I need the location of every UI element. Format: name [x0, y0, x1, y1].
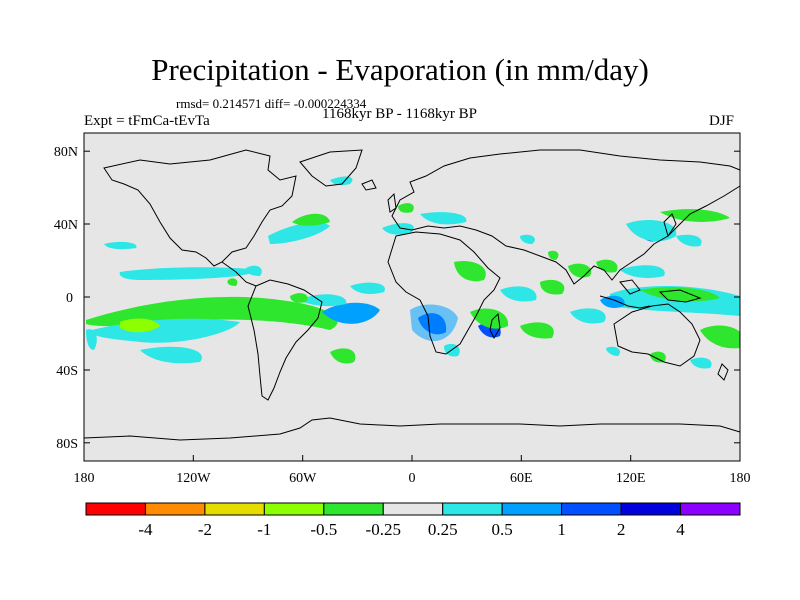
colorbar-swatch: [561, 502, 622, 516]
new-zealand-coast: [717, 363, 729, 381]
precip-patch: [700, 325, 740, 349]
precip-patch: [382, 223, 414, 235]
eurasia-coast: [391, 149, 741, 285]
precip-patch: [120, 318, 160, 333]
colorbar-label: 0.25: [428, 520, 458, 539]
colorbar-swatch: [442, 502, 503, 516]
lon-axis-labels: 180 120W 60W 0 60E 120E 180: [74, 471, 751, 486]
time-period-label: 1168kyr BP - 1168kyr BP: [322, 106, 478, 122]
lat-axis-labels: 80N 40N 0 40S 80S: [54, 145, 78, 452]
precip-patch: [322, 302, 380, 324]
central-america-coast: [221, 261, 257, 287]
lat-tick-marks: [84, 150, 740, 444]
coastlines: [83, 149, 741, 441]
borneo-coast: [619, 279, 641, 295]
lon-label-120w: 120W: [176, 471, 211, 486]
precip-patch: [410, 304, 458, 342]
precip-patch: [500, 286, 537, 302]
precip-patch: [540, 279, 565, 295]
colorbar-swatch: [263, 502, 325, 516]
precip-patch: [454, 260, 486, 282]
madagascar-coast: [489, 312, 501, 340]
map-title: Precipitation - Evaporation (in mm/day): [151, 52, 649, 87]
rmsd-diff-stats: rmsd= 0.214571 diff= -0.000224334: [176, 96, 367, 111]
precip-patch: [140, 346, 202, 364]
precip-patch: [520, 234, 535, 244]
precip-patch: [620, 265, 665, 278]
lat-label-40s: 40S: [56, 364, 78, 379]
precip-patch: [570, 308, 606, 324]
colorbar: [85, 502, 741, 516]
lon-label-0: 0: [409, 471, 416, 486]
precip-patch: [292, 213, 330, 226]
lat-label-80n: 80N: [54, 145, 78, 160]
precip-patch: [548, 250, 559, 260]
colorbar-swatch: [85, 502, 146, 516]
precip-patch: [119, 267, 260, 280]
precip-patch: [420, 212, 467, 225]
uk-coast: [387, 192, 397, 213]
colorbar-label: 4: [676, 520, 685, 539]
colorbar-swatch: [680, 502, 741, 516]
colorbar-swatch: [204, 502, 265, 516]
south-america-coast: [247, 279, 323, 401]
precip-patch: [330, 348, 356, 364]
precip-patch: [660, 209, 730, 222]
precip-patch: [676, 234, 702, 247]
precip-patch: [268, 222, 330, 244]
colorbar-label: -4: [138, 520, 153, 539]
colorbar-label: -0.5: [310, 520, 337, 539]
anomaly-patches: [86, 176, 740, 369]
africa-coast: [387, 231, 501, 355]
colorbar-swatch: [323, 502, 384, 516]
precip-patch: [300, 294, 347, 307]
colorbar-swatch: [144, 502, 206, 516]
lon-tick-marks: [83, 455, 741, 461]
precip-patch: [246, 265, 262, 276]
precip-patch: [290, 293, 308, 303]
lon-label-60e: 60E: [510, 471, 533, 486]
precip-patch: [86, 329, 97, 350]
precip-patch: [690, 357, 712, 369]
precip-patch: [227, 278, 238, 286]
precip-patch: [520, 322, 554, 339]
lon-label-180w: 180: [74, 471, 95, 486]
indonesia-coast: [599, 295, 651, 309]
lat-label-40n: 40N: [54, 218, 78, 233]
greenland-coast: [299, 149, 363, 187]
colorbar-label: -2: [198, 520, 212, 539]
colorbar-swatch: [501, 502, 563, 516]
colorbar-label: 1: [557, 520, 566, 539]
lon-label-60w: 60W: [289, 471, 317, 486]
colorbar-labels: -4 -2 -1 -0.5 -0.25 0.25 0.5 1 2 4: [138, 520, 685, 539]
colorbar-swatch: [620, 502, 682, 516]
japan-coast: [663, 213, 677, 238]
precip-patch: [650, 351, 666, 363]
antarctica-coast: [83, 417, 741, 441]
precip-patch: [626, 220, 677, 242]
colorbar-swatch: [382, 502, 444, 516]
lon-label-180e: 180: [730, 471, 751, 486]
new-guinea-coast: [658, 289, 702, 303]
north-america-coast: [103, 149, 297, 267]
season-label: DJF: [709, 113, 735, 129]
australia-coast: [613, 303, 701, 367]
experiment-label: Expt = tFmCa-tEvTa: [84, 113, 210, 129]
precip-patch: [606, 346, 621, 356]
precip-patch: [470, 308, 509, 329]
precip-patch: [104, 241, 137, 250]
precip-patch: [350, 282, 385, 294]
iceland-coast: [361, 179, 377, 191]
colorbar-label: 2: [617, 520, 626, 539]
precip-patch: [398, 203, 414, 213]
lon-label-120e: 120E: [616, 471, 646, 486]
colorbar-label: -0.25: [366, 520, 401, 539]
precip-patch: [600, 295, 625, 308]
lat-label-80s: 80S: [56, 437, 78, 452]
colorbar-label: -1: [257, 520, 271, 539]
colorbar-label: 0.5: [492, 520, 513, 539]
lat-label-0: 0: [66, 291, 73, 306]
